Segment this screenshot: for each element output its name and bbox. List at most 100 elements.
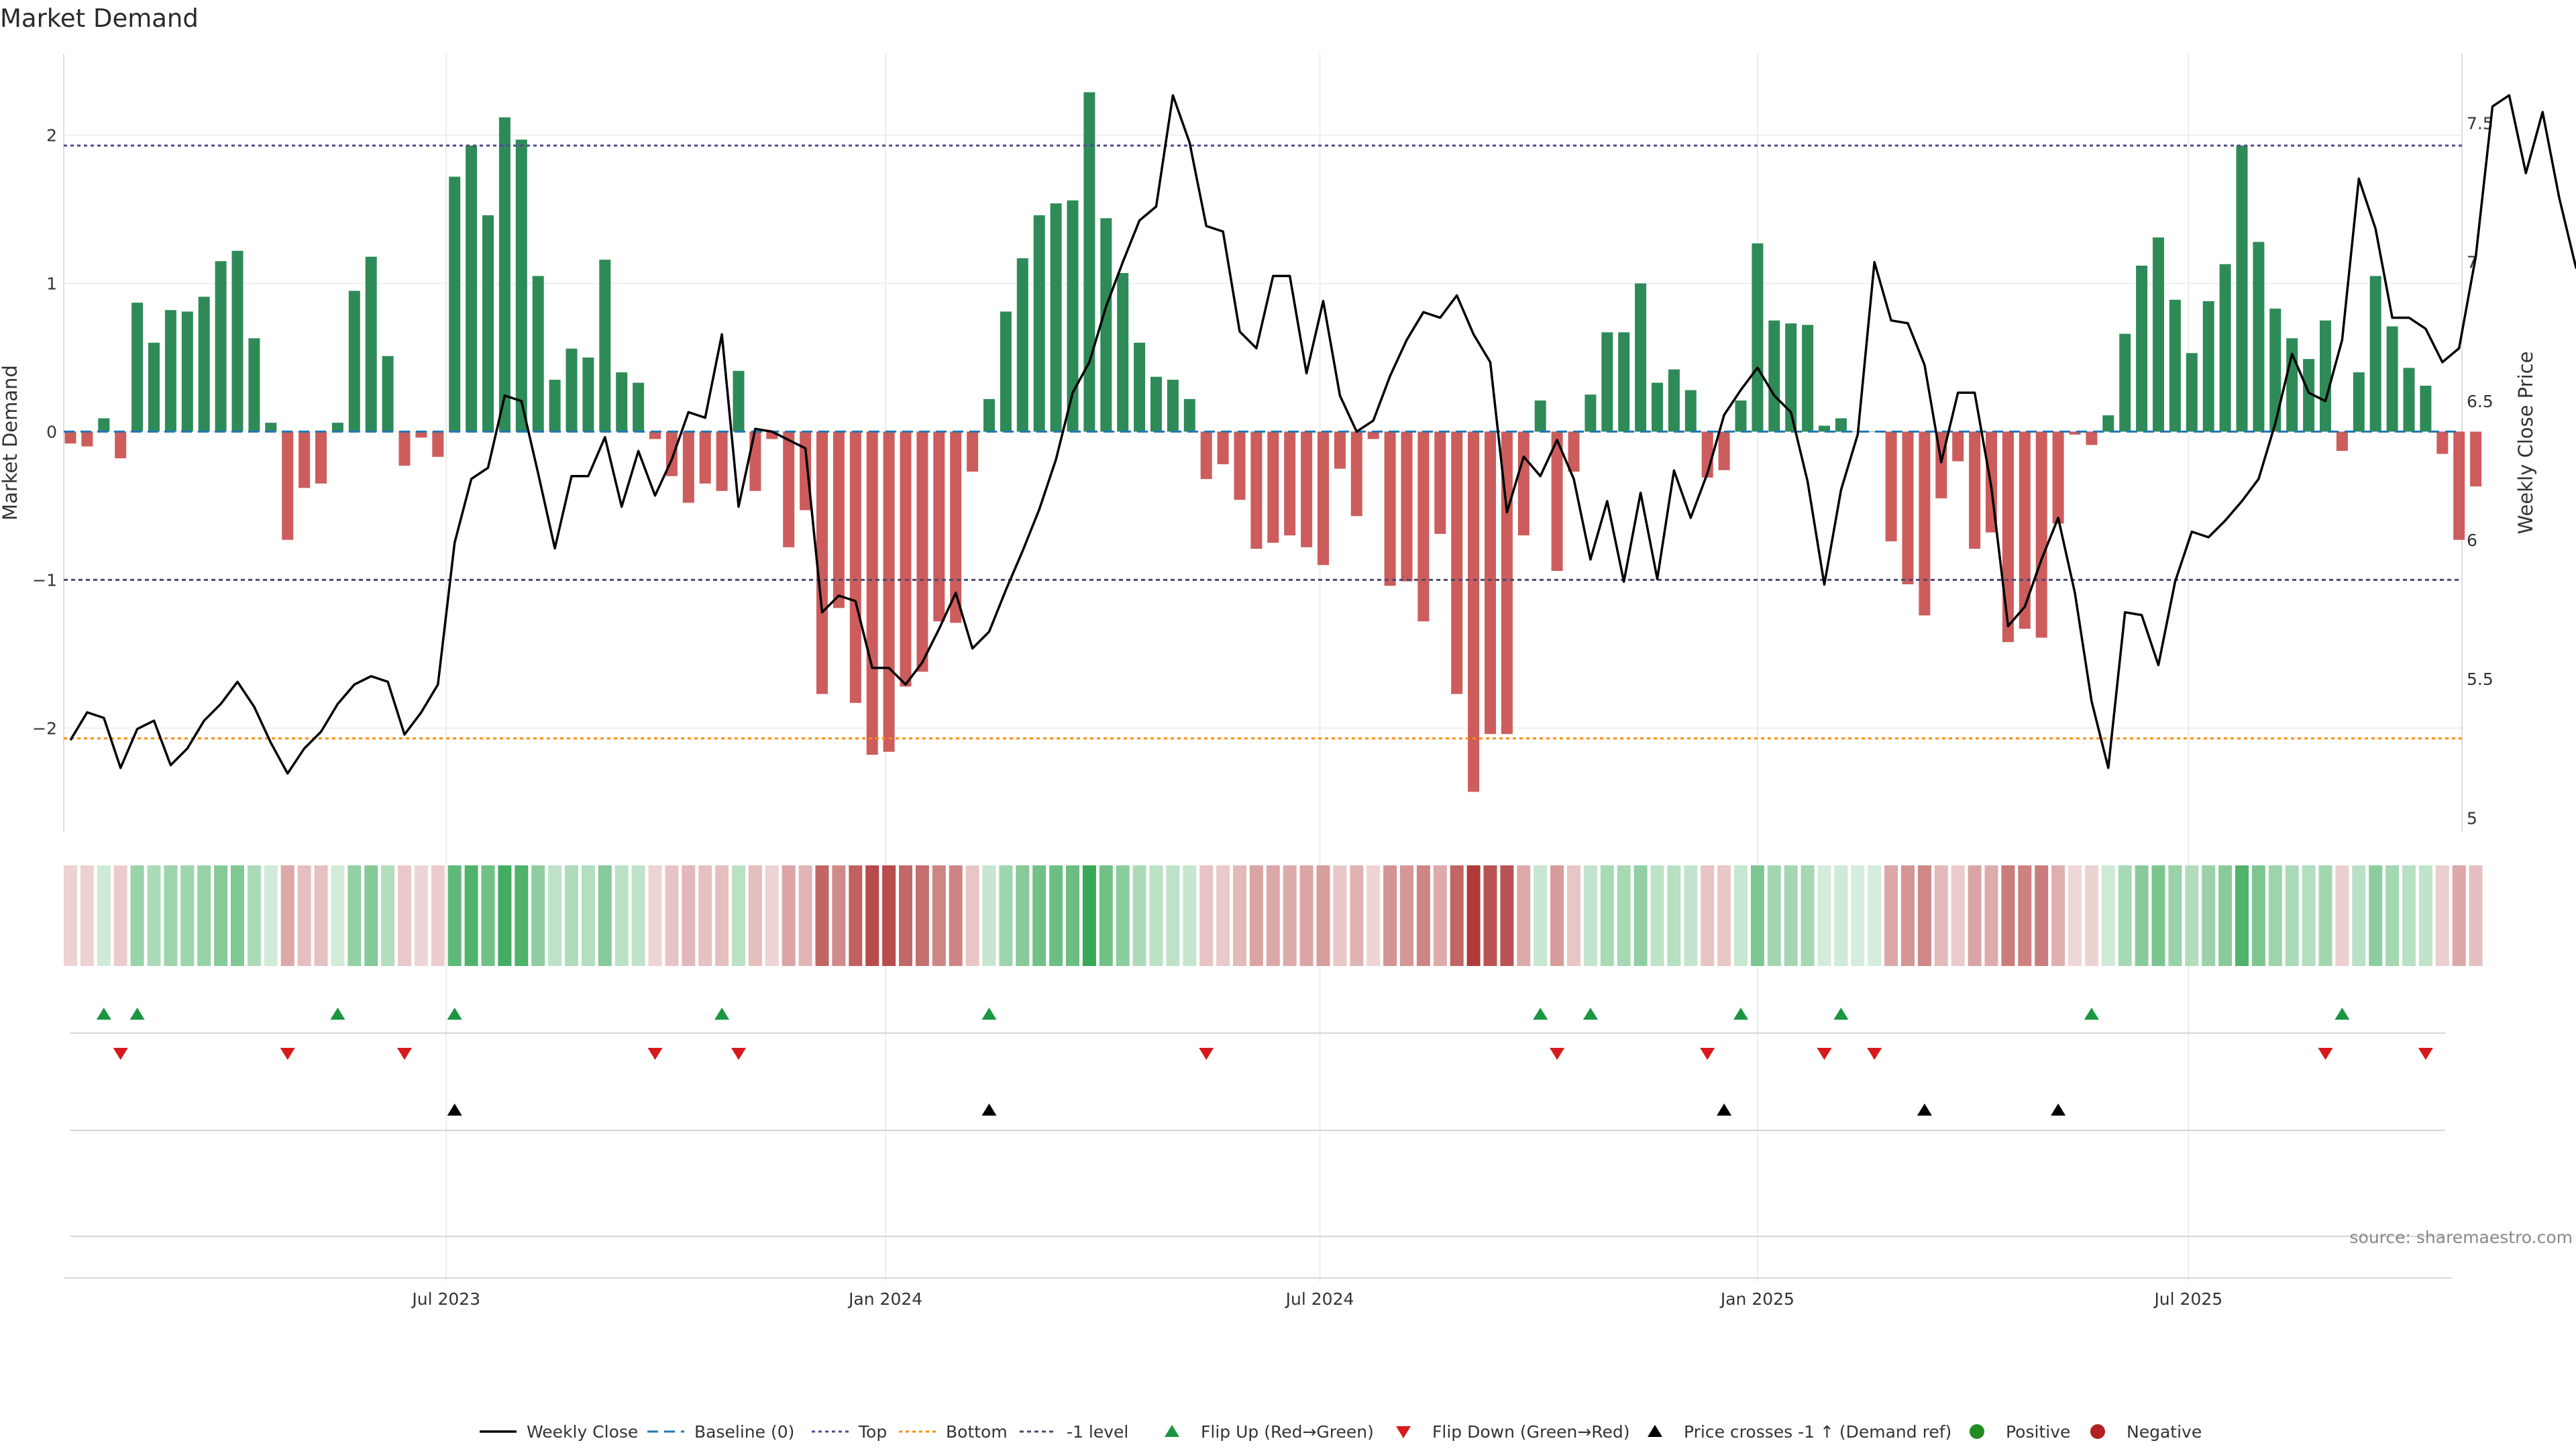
demand-bar	[1551, 431, 1563, 572]
legend-swatch	[1396, 1426, 1411, 1438]
demand-bar	[64, 431, 76, 444]
legend-item-negative: Negative	[2090, 1422, 2202, 1442]
strength-cell	[1316, 865, 1330, 966]
demand-bar	[466, 145, 478, 432]
strength-cell	[498, 865, 512, 966]
flip-down-marker	[2418, 1048, 2433, 1060]
demand-bar	[382, 356, 394, 432]
demand-bar	[1752, 243, 1764, 432]
demand-bar	[2470, 431, 2482, 487]
left-tick-label: −2	[32, 718, 57, 738]
strength-cell	[665, 865, 679, 966]
demand-bar	[2269, 309, 2282, 432]
demand-bar	[2253, 241, 2265, 432]
strength-cell	[2369, 865, 2383, 966]
strength-cell	[97, 865, 111, 966]
strength-cell	[264, 865, 278, 966]
legend-item-top: Top	[812, 1422, 887, 1442]
strength-cell	[581, 865, 595, 966]
strength-cell	[1734, 865, 1748, 966]
strength-cell	[80, 865, 94, 966]
legend-label: Baseline (0)	[694, 1422, 794, 1442]
demand-bar	[1735, 400, 1747, 432]
demand-bar	[181, 311, 193, 432]
strength-cell	[1968, 865, 1982, 966]
demand-bar	[1768, 320, 1780, 432]
demand-bar	[148, 342, 160, 432]
price-cross-marker	[1717, 1104, 1732, 1116]
strength-cell	[2068, 865, 2082, 966]
strength-cell	[1283, 865, 1297, 966]
demand-bar	[1885, 431, 1897, 541]
demand-bar	[231, 250, 244, 432]
demand-bar	[2286, 338, 2298, 432]
flip-down-marker	[397, 1048, 412, 1060]
strength-cell	[1132, 865, 1146, 966]
strength-cell	[1851, 865, 1865, 966]
demand-bar	[2219, 264, 2231, 432]
demand-bar	[1601, 332, 1613, 432]
strength-cell	[381, 865, 395, 966]
demand-bar	[2436, 431, 2449, 454]
demand-bar	[1969, 431, 1981, 549]
demand-bar	[1117, 273, 1129, 432]
demand-bar	[749, 431, 761, 491]
strength-cell	[1550, 865, 1564, 966]
price-cross-marker	[2051, 1104, 2066, 1116]
flip-down-marker	[731, 1048, 746, 1060]
demand-bar	[2035, 431, 2047, 638]
strength-cell	[1750, 865, 1764, 966]
strength-cell	[1450, 865, 1464, 966]
strength-cell	[982, 865, 996, 966]
demand-bar	[1434, 431, 1446, 534]
left-tick-label: 0	[46, 422, 57, 441]
strength-cell	[2202, 865, 2216, 966]
strength-cell	[2118, 865, 2132, 966]
strength-cell	[1466, 865, 1481, 966]
strength-cell	[398, 865, 411, 966]
demand-bar	[1250, 431, 1263, 549]
x-tick-label: Jan 2024	[847, 1289, 922, 1309]
demand-bar	[733, 370, 745, 432]
strength-cell	[1299, 865, 1313, 966]
strength-cell	[447, 865, 462, 966]
strength-cell	[197, 865, 211, 966]
legend-item-cross: Price crosses -1 ↑ (Demand ref)	[1648, 1422, 1951, 1442]
demand-bar	[1200, 431, 1212, 480]
demand-bar	[1234, 431, 1246, 500]
demand-bar	[1367, 431, 1379, 439]
flip-markers-panel	[70, 1008, 2445, 1060]
demand-bar	[1517, 431, 1529, 536]
demand-bar	[2420, 385, 2432, 432]
flip-up-marker	[1733, 1008, 1748, 1020]
demand-bar	[115, 431, 127, 459]
strength-cell	[1433, 865, 1447, 966]
strength-cell	[999, 865, 1013, 966]
demand-bar	[1652, 382, 1663, 432]
strength-cell	[2101, 865, 2115, 966]
strength-cell	[2402, 865, 2416, 966]
strength-cell	[1116, 865, 1130, 966]
demand-bar	[833, 431, 845, 608]
demand-bar	[967, 431, 979, 472]
price-cross-panel	[70, 1104, 2445, 1131]
demand-bar	[1534, 400, 1546, 432]
strength-cell	[1534, 865, 1548, 966]
strength-cell	[631, 865, 645, 966]
legend-label: Positive	[2006, 1422, 2070, 1442]
left-tick-label: 1	[46, 274, 57, 293]
left-tick-label: −1	[32, 570, 57, 590]
strength-cell	[2218, 865, 2233, 966]
legend-label: -1 level	[1067, 1422, 1128, 1442]
strength-cell	[2185, 865, 2199, 966]
demand-bar	[1952, 431, 1964, 462]
demand-bar	[482, 215, 494, 432]
strength-cell	[932, 865, 946, 966]
strength-cell	[2084, 865, 2098, 966]
demand-bar	[2086, 431, 2098, 445]
demand-bar	[1384, 431, 1396, 586]
demand-bar	[348, 290, 360, 432]
legend-item-minus_one: -1 level	[1020, 1422, 1128, 1442]
strength-cell	[782, 865, 796, 966]
demand-bar	[933, 431, 945, 622]
